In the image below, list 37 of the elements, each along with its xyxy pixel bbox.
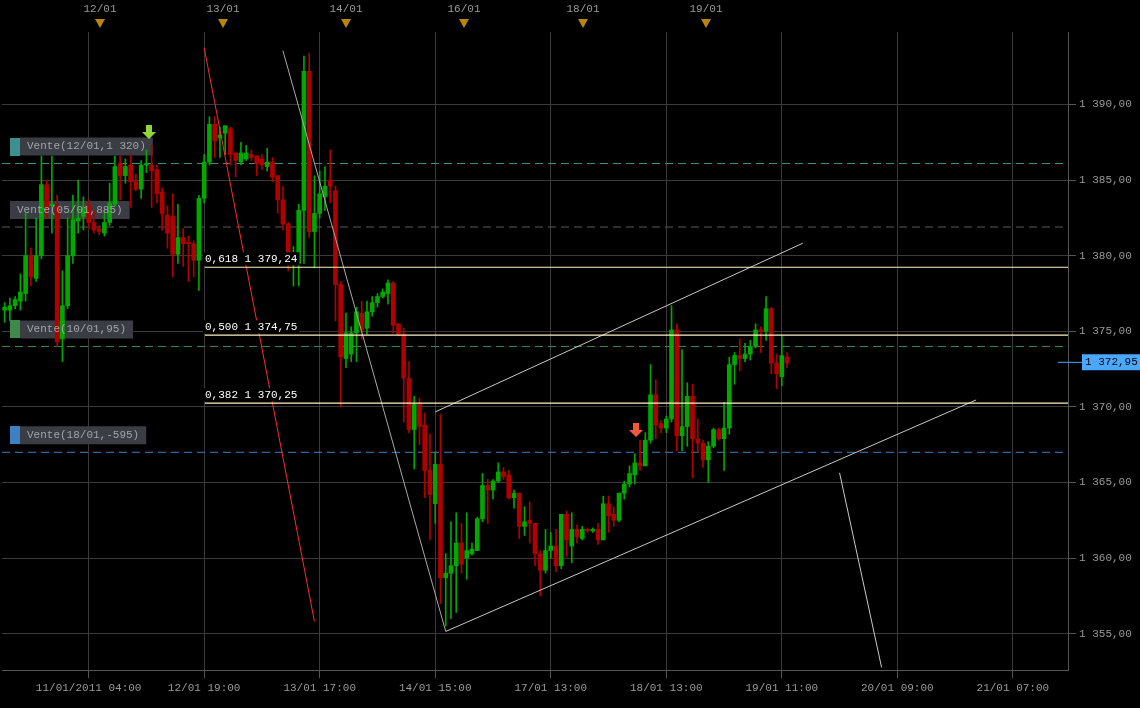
text: 16/01 [447, 2, 481, 15]
x-tick-label: 11/01/2011 04:00 [35, 681, 142, 694]
candlestick [737, 338, 743, 371]
ref-line-label: 1 372,95 [1085, 356, 1138, 369]
ref-line-label: 0,618 1 379,24 [205, 253, 298, 266]
legend-label: Vente(18/01,-595) [27, 429, 140, 442]
text: 19/01 [689, 2, 723, 15]
x-tick-label: 20/01 09:00 [861, 681, 934, 694]
text: 12/01 [83, 2, 117, 15]
candlestick [327, 149, 333, 204]
y-tick-label: 1 385,00 [1079, 174, 1132, 187]
candlestick [443, 553, 449, 627]
y-tick-label: 1 355,00 [1079, 627, 1132, 640]
x-tick-label: 17/01 13:00 [514, 681, 588, 694]
y-tick-label: 1 360,00 [1079, 552, 1132, 565]
candlestick [464, 512, 470, 580]
candlestick [264, 148, 270, 172]
y-tick-label: 1 375,00 [1079, 325, 1132, 338]
ref-line-label: 0,382 1 370,25 [205, 389, 298, 402]
text: 18/01 [566, 2, 600, 15]
candlestick [485, 479, 491, 524]
text: 14/01 [329, 2, 363, 15]
legend-label: Vente(12/01,1 320) [27, 140, 146, 153]
x-tick-label: 19/01 11:00 [745, 681, 819, 694]
x-tick-label: 13/01 17:00 [283, 681, 357, 694]
x-tick-label: 12/01 19:00 [167, 681, 241, 694]
candlestick [758, 326, 764, 353]
y-tick-label: 1 365,00 [1079, 476, 1132, 489]
y-tick-label: 1 390,00 [1079, 98, 1132, 111]
x-tick-label: 14/01 15:00 [398, 681, 472, 694]
ref-line-label: 0,500 1 374,75 [205, 321, 298, 334]
x-tick-label: 21/01 07:00 [976, 681, 1050, 694]
y-tick-label: 1 380,00 [1079, 249, 1132, 262]
x-tick-label: 18/01 13:00 [629, 681, 703, 694]
y-tick-label: 1 370,00 [1079, 400, 1132, 413]
text: 13/01 [206, 2, 240, 15]
candlestick [453, 512, 459, 613]
